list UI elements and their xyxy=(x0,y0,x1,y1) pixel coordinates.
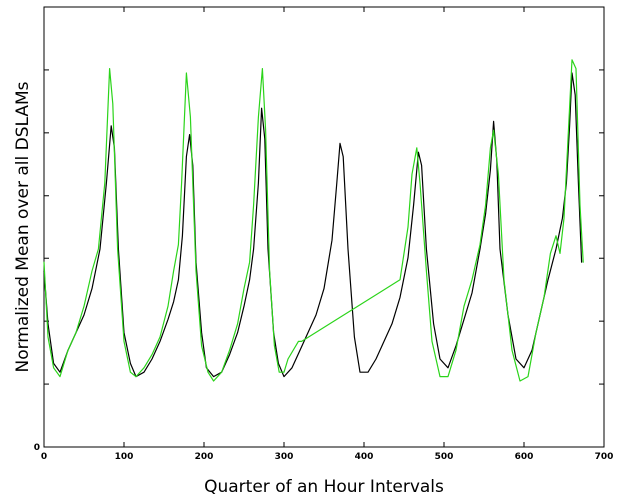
x-axis-ticks: 0 100 200 300 400 500 600 700 xyxy=(41,7,614,462)
series-line-2 xyxy=(43,59,584,382)
x-tick-label: 600 xyxy=(515,452,534,462)
x-tick-label: 500 xyxy=(435,452,454,462)
x-axis-label: Quarter of an Hour Intervals xyxy=(204,477,444,497)
y-axis-label: Normalized Mean over all DSLAMs xyxy=(13,81,33,372)
series-layer xyxy=(43,59,584,382)
x-tick-label: 700 xyxy=(595,452,614,462)
x-tick-label: 400 xyxy=(355,452,374,462)
x-tick-label: 0 xyxy=(41,452,47,462)
x-tick-label: 200 xyxy=(195,452,214,462)
plot-frame xyxy=(43,6,605,448)
x-tick-label: 100 xyxy=(115,452,134,462)
plot-border xyxy=(43,6,605,448)
x-tick-label: 300 xyxy=(275,452,294,462)
y-axis-ticks: 0 xyxy=(34,69,604,453)
y-tick-label: 0 xyxy=(34,443,40,453)
